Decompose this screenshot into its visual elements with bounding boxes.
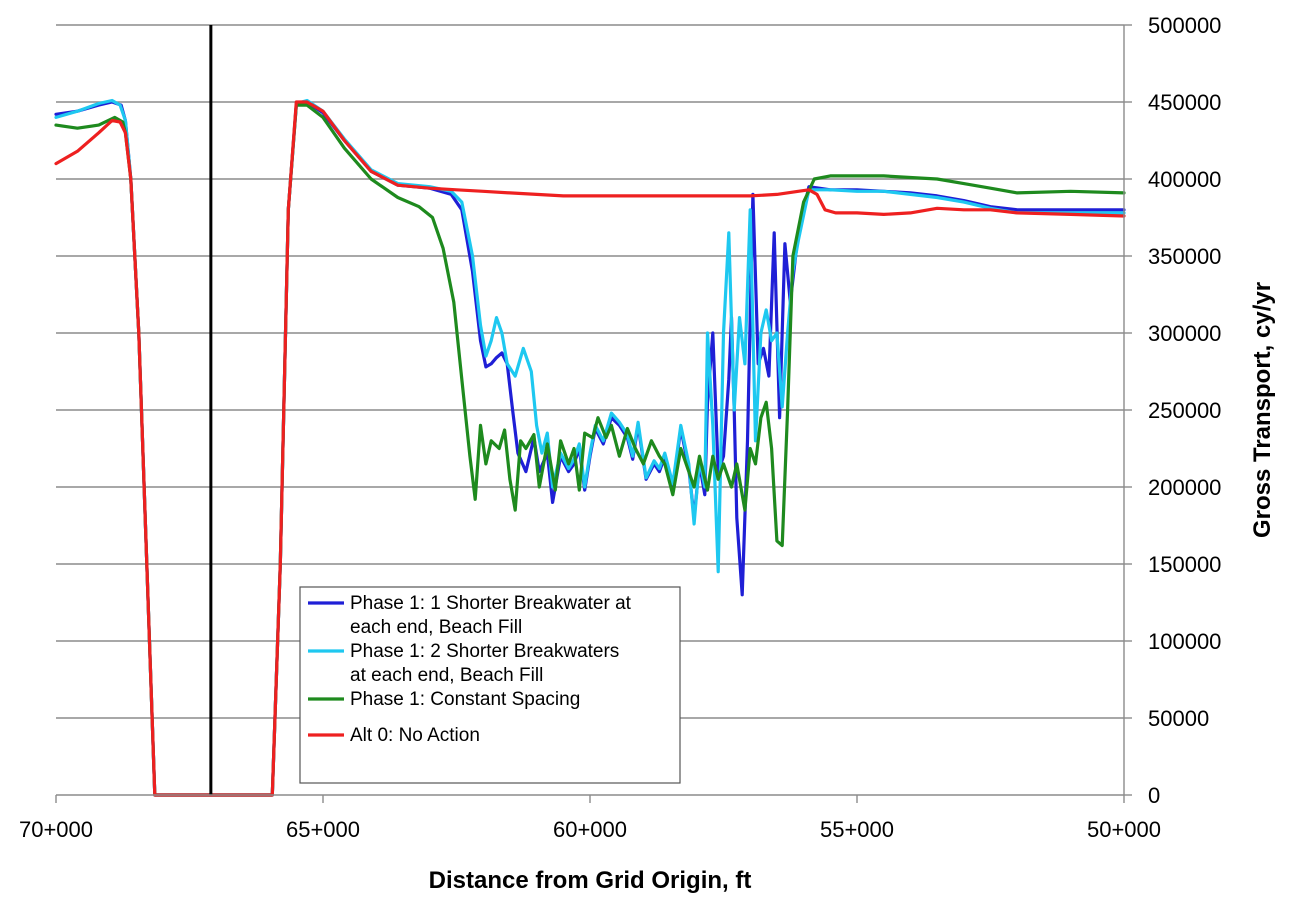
legend-label-4: Alt 0: No Action — [350, 725, 480, 746]
y-tick-label: 450000 — [1148, 90, 1221, 115]
x-tick-label: 60+000 — [553, 817, 627, 842]
x-tick-label: 70+000 — [19, 817, 93, 842]
y-tick-label: 250000 — [1148, 398, 1221, 423]
tick-labels: 5000004500004000003500003000002500002000… — [19, 13, 1221, 842]
x-tick-label: 55+000 — [820, 817, 894, 842]
y-tick-label: 100000 — [1148, 629, 1221, 654]
y-tick-label: 500000 — [1148, 13, 1221, 38]
legend-label-3: Phase 1: Constant Spacing — [350, 689, 580, 710]
legend-label-1: each end, Beach Fill — [350, 617, 522, 638]
x-tick-label: 65+000 — [286, 817, 360, 842]
series-line-3 — [54, 103, 1126, 797]
legend-label-2: Phase 1: 2 Shorter Breakwaters — [350, 641, 619, 662]
legend-box — [299, 586, 681, 784]
y-tick-label: 350000 — [1148, 244, 1221, 269]
axes — [55, 24, 1132, 803]
legend-items: Phase 1: 1 Shorter Breakwater at each end… — [308, 593, 632, 746]
y-tick-label: 50000 — [1148, 706, 1209, 731]
series-lines — [54, 25, 1126, 797]
y-tick-label: 300000 — [1148, 321, 1221, 346]
y-axis-title: Gross Transport, cy/yr — [1249, 282, 1276, 538]
x-axis-title: Distance from Grid Origin, ft — [429, 867, 752, 894]
y-tick-label: 400000 — [1148, 167, 1221, 192]
y-tick-label: 200000 — [1148, 475, 1221, 500]
legend-label-1: Phase 1: 1 Shorter Breakwater at — [350, 593, 632, 614]
x-tick-label: 50+000 — [1087, 817, 1161, 842]
y-tick-label: 150000 — [1148, 552, 1221, 577]
y-tick-label: 0 — [1148, 783, 1160, 808]
series-line-4 — [54, 100, 1126, 797]
legend-label-2: at each end, Beach Fill — [350, 665, 543, 686]
legend: Phase 1: 1 Shorter Breakwater at each end… — [299, 586, 681, 784]
